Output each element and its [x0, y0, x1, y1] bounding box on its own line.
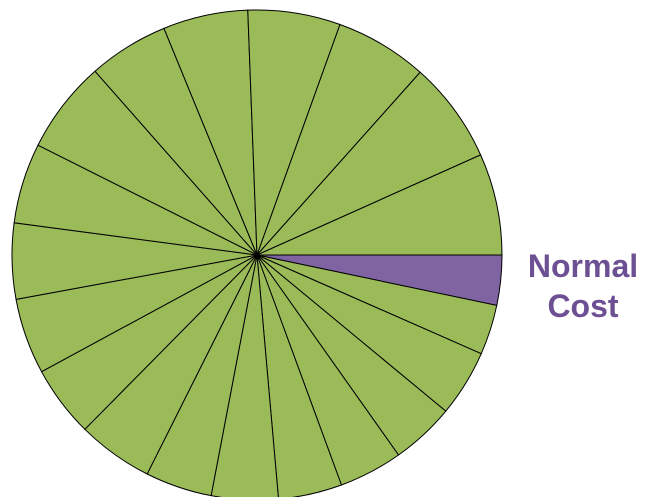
pie-slice	[256, 154, 503, 256]
slice-label: Normal Cost	[527, 248, 639, 324]
pie-slice	[256, 254, 343, 497]
